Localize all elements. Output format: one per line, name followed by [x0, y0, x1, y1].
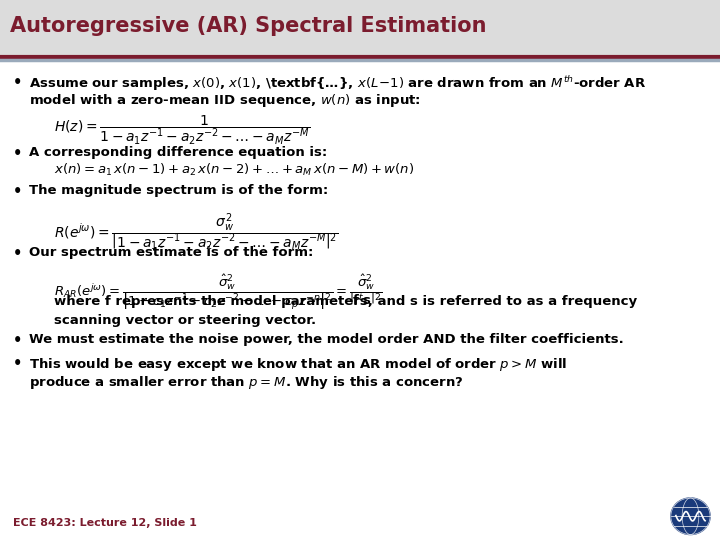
- Circle shape: [671, 498, 710, 535]
- Text: •: •: [13, 75, 22, 90]
- Text: Autoregressive (AR) Spectral Estimation: Autoregressive (AR) Spectral Estimation: [10, 16, 487, 36]
- Text: •: •: [13, 356, 22, 372]
- Text: where f represents the model parameters, and s is referred to as a frequency
sca: where f represents the model parameters,…: [54, 295, 637, 327]
- Text: A corresponding difference equation is:: A corresponding difference equation is:: [29, 146, 327, 159]
- Text: model with a zero-mean IID sequence, $w(n)$ as input:: model with a zero-mean IID sequence, $w(…: [29, 92, 420, 109]
- Text: $R_{AR}(e^{j\omega}) = \dfrac{\hat{\sigma}_w^2}{\left|1 - c_1 z^{-1} - c_2 z^{-2: $R_{AR}(e^{j\omega}) = \dfrac{\hat{\sigm…: [54, 273, 383, 313]
- Text: This would be easy except we know that an AR model of order $p > M$ will: This would be easy except we know that a…: [29, 356, 567, 373]
- Text: $x(n) = a_1\,x(n-1) + a_2\,x(n-2) + \ldots + a_M\,x(n-M) + w(n)$: $x(n) = a_1\,x(n-1) + a_2\,x(n-2) + \ldo…: [54, 162, 415, 178]
- Text: $R(e^{j\omega}) = \dfrac{\sigma_w^2}{\left|1 - a_1 z^{-1} - a_2 z^{-2} - \ldots : $R(e^{j\omega}) = \dfrac{\sigma_w^2}{\le…: [54, 211, 338, 253]
- Text: Assume our samples, $x(0)$, $x(1)$, \textbf{…}, $x(L\!-\!1)$ are drawn from an $: Assume our samples, $x(0)$, $x(1)$, \tex…: [29, 75, 646, 93]
- Text: ECE 8423: Lecture 12, Slide 1: ECE 8423: Lecture 12, Slide 1: [13, 518, 197, 528]
- Text: •: •: [13, 246, 22, 261]
- Text: The magnitude spectrum is of the form:: The magnitude spectrum is of the form:: [29, 184, 328, 197]
- Text: Our spectrum estimate is of the form:: Our spectrum estimate is of the form:: [29, 246, 313, 259]
- Text: •: •: [13, 184, 22, 199]
- Text: •: •: [13, 146, 22, 161]
- Text: $H(z) = \dfrac{1}{1 - a_1 z^{-1} - a_2 z^{-2} - \ldots - a_M z^{-M}}$: $H(z) = \dfrac{1}{1 - a_1 z^{-1} - a_2 z…: [54, 113, 310, 147]
- Text: •: •: [13, 333, 22, 348]
- Text: We must estimate the noise power, the model order AND the filter coefficients.: We must estimate the noise power, the mo…: [29, 333, 624, 346]
- Text: produce a smaller error than $p = M$. Why is this a concern?: produce a smaller error than $p = M$. Wh…: [29, 374, 463, 390]
